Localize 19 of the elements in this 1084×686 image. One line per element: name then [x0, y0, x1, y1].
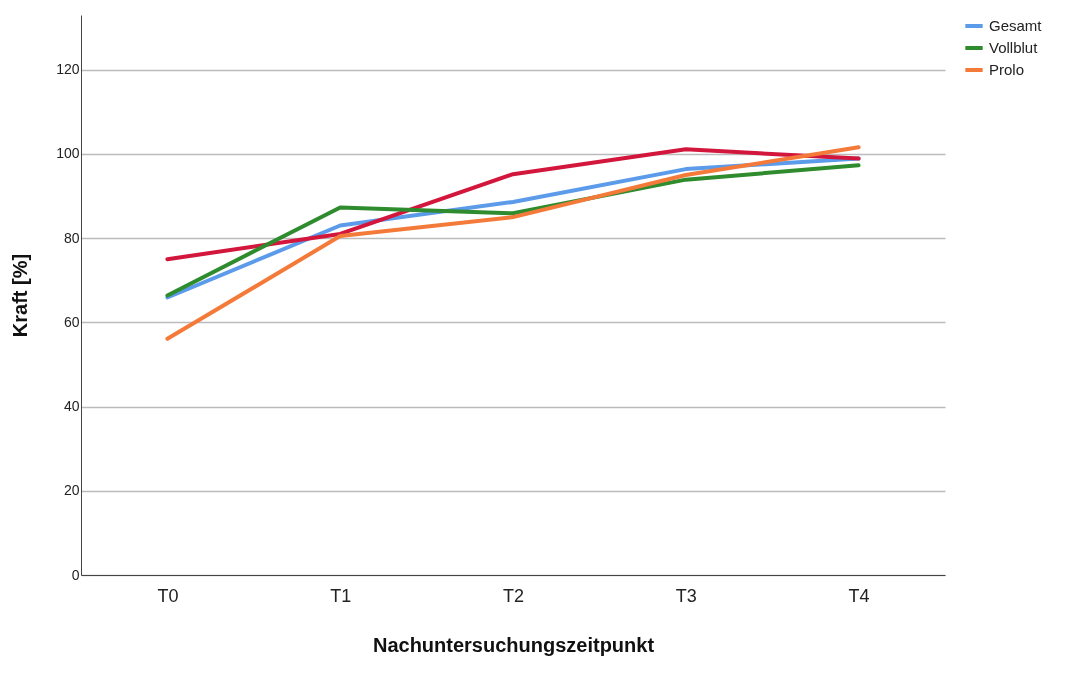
line-series: [165, 145, 861, 341]
y-tick-label: 120: [56, 61, 80, 78]
line-series: [165, 147, 861, 262]
y-tick-label: 100: [56, 145, 80, 162]
y-tick-label: 60: [63, 313, 80, 330]
x-tick-label: T4: [848, 585, 870, 606]
y-tick-label: 0: [71, 566, 80, 583]
x-axis-title: Nachuntersuchungszeitpunkt: [372, 633, 655, 656]
legend-label: Gesamt: [989, 17, 1043, 34]
y-tick-label: 20: [63, 482, 80, 499]
x-tick-label: T1: [330, 585, 352, 606]
legend-label: Vollblut: [989, 39, 1039, 56]
y-tick-label: 80: [63, 229, 80, 246]
x-tick-label: T0: [157, 585, 179, 606]
x-tick-label: T2: [502, 585, 525, 606]
y-axis-title: Kraft [%]: [9, 253, 32, 338]
legend-label: Prolo: [989, 61, 1025, 78]
y-tick-label: 40: [63, 398, 80, 415]
x-tick-label: T3: [675, 585, 697, 606]
